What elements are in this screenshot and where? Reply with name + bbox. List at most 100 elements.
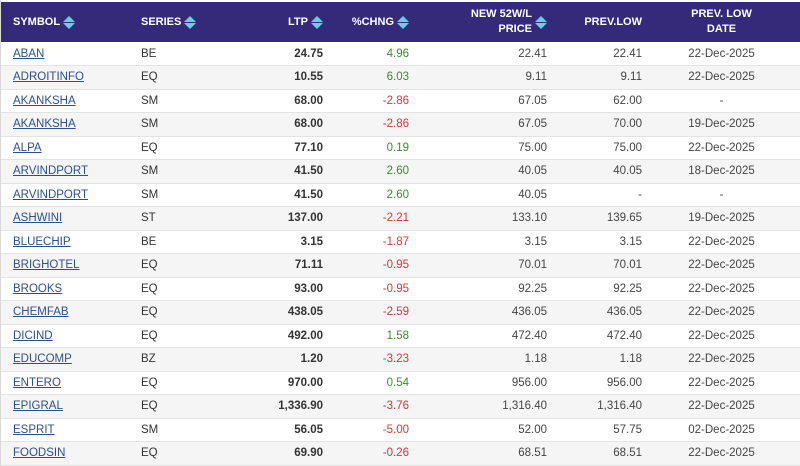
cell-percent-change: -0.95 bbox=[382, 282, 409, 295]
cell-series: SM bbox=[141, 423, 159, 436]
cell-ltp: 10.55 bbox=[294, 71, 323, 84]
symbol-link[interactable]: FOODSIN bbox=[13, 447, 66, 460]
cell-ltp: 41.50 bbox=[294, 188, 323, 201]
symbol-link[interactable]: BRIGHOTEL bbox=[13, 259, 80, 272]
symbol-link[interactable]: EDUCOMP bbox=[13, 353, 72, 366]
symbol-link[interactable]: ABAN bbox=[13, 47, 45, 60]
symbol-link[interactable]: ADROITINFO bbox=[13, 71, 84, 84]
column-label-series: SERIES bbox=[141, 15, 182, 28]
cell-percent-change: -2.59 bbox=[382, 306, 409, 319]
cell-series: EQ bbox=[141, 376, 158, 389]
cell-prev-low: 472.40 bbox=[606, 329, 642, 342]
symbol-link[interactable]: ALPA bbox=[13, 141, 42, 154]
cell-series: EQ bbox=[141, 282, 158, 295]
cell-new-52w-low-price: 67.05 bbox=[518, 94, 547, 107]
cell-prev-low-date: 19-Dec-2025 bbox=[688, 212, 755, 225]
symbol-link[interactable]: AKANKSHA bbox=[13, 94, 76, 107]
sort-icon[interactable] bbox=[184, 15, 197, 29]
cell-new-52w-low-price: 40.05 bbox=[518, 165, 547, 178]
cell-ltp: 56.05 bbox=[294, 423, 323, 436]
symbol-link[interactable]: AKANKSHA bbox=[13, 118, 76, 131]
cell-percent-change: 0.19 bbox=[386, 141, 409, 154]
cell-symbol: ESPRIT bbox=[1, 418, 141, 442]
cell-prev-low: 62.00 bbox=[613, 94, 642, 107]
symbol-link[interactable]: BROOKS bbox=[13, 282, 63, 295]
cell-percent-change: 1.58 bbox=[386, 329, 409, 342]
table-row: ABAN BE 24.75 4.96 22.41 22.41 22-Dec-2025 bbox=[1, 42, 800, 66]
cell-prev-low: 436.05 bbox=[606, 306, 642, 319]
symbol-link[interactable]: ASHWINI bbox=[13, 212, 63, 225]
symbol-link[interactable]: EPIGRAL bbox=[13, 400, 63, 413]
symbol-link[interactable]: CHEMFAB bbox=[13, 306, 69, 319]
cell-prev-low-date: 18-Dec-2025 bbox=[688, 165, 755, 178]
cell-prev-low: 40.05 bbox=[613, 165, 642, 178]
cell-prev-low: 139.65 bbox=[606, 212, 642, 225]
table-row: ENTERO EQ 970.00 0.54 956.00 956.00 22-Dec-202… bbox=[1, 371, 800, 395]
sort-icon[interactable] bbox=[397, 15, 409, 29]
column-header-prev-low: PREV.LOW bbox=[547, 2, 642, 42]
table-row: CHEMFAB EQ 438.05 -2.59 436.05 436.05 22-Dec-2… bbox=[1, 300, 800, 325]
cell-symbol: ARVINDPORT bbox=[1, 160, 141, 184]
table-body: ABAN BE 24.75 4.96 22.41 22.41 22-Dec-2025 ADRO… bbox=[1, 42, 800, 465]
cell-percent-change: 0.54 bbox=[386, 376, 409, 389]
cell-percent-change: -2.86 bbox=[382, 118, 409, 131]
cell-prev-low: 1.18 bbox=[619, 353, 642, 366]
table-row: ADROITINFO EQ 10.55 6.03 9.11 9.11 22-Dec-2025 bbox=[1, 65, 800, 90]
cell-symbol: ABAN bbox=[1, 42, 141, 66]
column-header-ltp[interactable]: LTP bbox=[251, 2, 323, 42]
column-header-symbol[interactable]: SYMBOL bbox=[1, 2, 141, 42]
cell-symbol: BLUECHIP bbox=[1, 230, 141, 254]
cell-ltp: 41.50 bbox=[294, 165, 323, 178]
symbol-link[interactable]: ARVINDPORT bbox=[13, 188, 88, 201]
table-row: BRIGHOTEL EQ 71.11 -0.95 70.01 70.01 22-Dec-20… bbox=[1, 253, 800, 278]
symbol-link[interactable]: ARVINDPORT bbox=[13, 165, 88, 178]
table-row: BLUECHIP BE 3.15 -1.87 3.15 3.15 22-Dec-2025 bbox=[1, 230, 800, 254]
symbol-link[interactable]: BLUECHIP bbox=[13, 235, 71, 248]
cell-new-52w-low-price: 9.11 bbox=[525, 71, 547, 84]
cell-series: SM bbox=[141, 165, 159, 178]
cell-series: EQ bbox=[141, 71, 158, 84]
sort-icon[interactable] bbox=[311, 15, 323, 29]
column-header-pchng[interactable]: %CHNG bbox=[323, 2, 409, 42]
column-header-series[interactable]: SERIES bbox=[141, 2, 251, 42]
cell-ltp: 1.20 bbox=[300, 353, 323, 366]
cell-prev-low-date: 22-Dec-2025 bbox=[688, 235, 755, 248]
cell-ltp: 24.75 bbox=[294, 47, 323, 60]
table-row: BROOKS EQ 93.00 -0.95 92.25 92.25 22-Dec-2025 bbox=[1, 277, 800, 301]
cell-symbol: ALPA bbox=[1, 136, 141, 160]
column-header-new-52w-low-price[interactable]: NEW 52W/L PRICE bbox=[409, 2, 547, 42]
cell-symbol: CHEMFAB bbox=[1, 301, 141, 325]
sort-icon[interactable] bbox=[535, 15, 547, 29]
cell-ltp: 1,336.90 bbox=[278, 400, 323, 413]
symbol-link[interactable]: ENTERO bbox=[13, 376, 61, 389]
symbol-link[interactable]: DICIND bbox=[13, 329, 53, 342]
table-row: DICIND EQ 492.00 1.58 472.40 472.40 22-Dec-202… bbox=[1, 324, 800, 348]
cell-series: EQ bbox=[141, 306, 158, 319]
column-header-prev-low-date: PREV. LOW DATE bbox=[642, 2, 800, 42]
cell-prev-low-date: 22-Dec-2025 bbox=[688, 306, 755, 319]
cell-percent-change: -1.87 bbox=[382, 235, 409, 248]
table-row: AKANKSHA SM 68.00 -2.86 67.05 62.00 - bbox=[1, 89, 800, 113]
cell-new-52w-low-price: 133.10 bbox=[511, 212, 547, 225]
cell-prev-low: 92.25 bbox=[613, 282, 642, 295]
cell-percent-change: 4.96 bbox=[386, 47, 409, 60]
table-row: AKANKSHA SM 68.00 -2.86 67.05 70.00 19-Dec-202… bbox=[1, 112, 800, 136]
symbol-link[interactable]: ESPRIT bbox=[13, 423, 55, 436]
cell-percent-change: 2.60 bbox=[386, 188, 409, 201]
header-row: SYMBOL SERIES LTP bbox=[1, 2, 800, 42]
cell-symbol: ADROITINFO bbox=[1, 66, 141, 90]
cell-prev-low-date: 22-Dec-2025 bbox=[688, 353, 755, 366]
table-row: FOODSIN EQ 69.90 -0.26 68.51 68.51 22-Dec-2025 bbox=[1, 441, 800, 465]
cell-series: EQ bbox=[141, 329, 158, 342]
cell-series: SM bbox=[141, 188, 159, 201]
sort-icon[interactable] bbox=[63, 15, 76, 29]
cell-prev-low-date: 22-Dec-2025 bbox=[688, 329, 755, 342]
cell-prev-low-date: 22-Dec-2025 bbox=[688, 447, 755, 460]
cell-prev-low-date: 22-Dec-2025 bbox=[688, 400, 755, 413]
cell-symbol: BRIGHOTEL bbox=[1, 254, 141, 278]
cell-symbol: EDUCOMP bbox=[1, 348, 141, 372]
cell-series: ST bbox=[141, 212, 156, 225]
cell-prev-low-date: 19-Dec-2025 bbox=[688, 118, 755, 131]
